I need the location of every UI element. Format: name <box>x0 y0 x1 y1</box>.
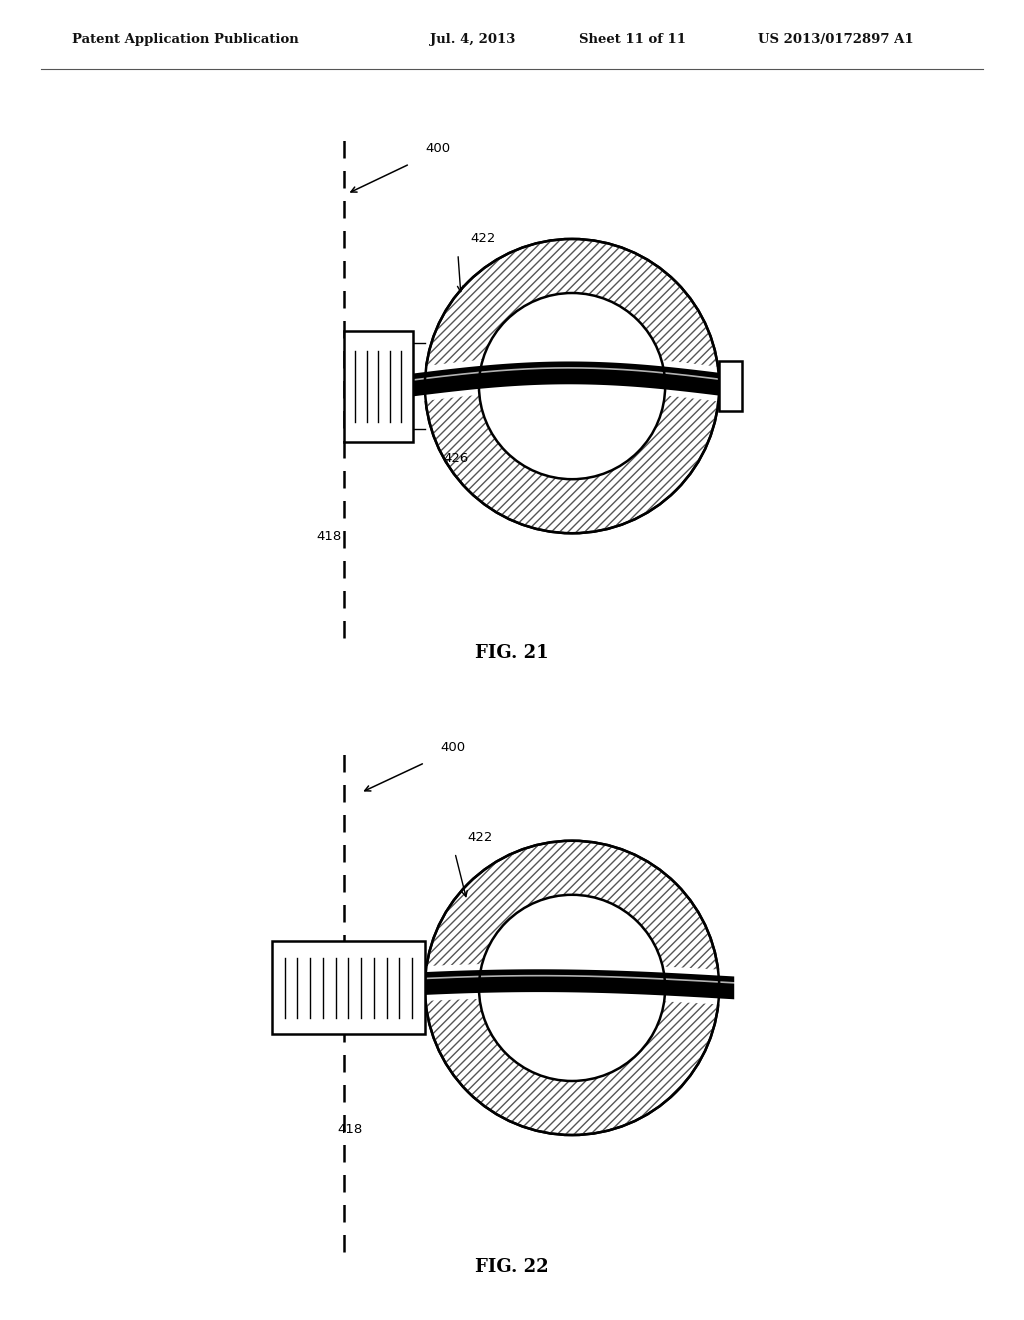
Text: 426: 426 <box>443 451 468 465</box>
Text: Patent Application Publication: Patent Application Publication <box>72 33 298 46</box>
Text: Sheet 11 of 11: Sheet 11 of 11 <box>579 33 685 46</box>
Polygon shape <box>403 355 734 404</box>
Text: 400: 400 <box>425 141 450 154</box>
Text: 418: 418 <box>338 1122 364 1135</box>
Text: 400: 400 <box>440 741 465 754</box>
Circle shape <box>479 293 666 479</box>
Polygon shape <box>344 969 734 999</box>
Text: FIG. 22: FIG. 22 <box>475 1258 549 1276</box>
Bar <box>719 362 742 411</box>
Text: 422: 422 <box>467 830 493 843</box>
Text: Jul. 4, 2013: Jul. 4, 2013 <box>430 33 515 46</box>
Circle shape <box>425 841 719 1135</box>
Bar <box>344 330 413 442</box>
Bar <box>271 941 425 1035</box>
Polygon shape <box>344 964 734 1006</box>
Polygon shape <box>403 362 734 397</box>
Text: FIG. 21: FIG. 21 <box>475 644 549 663</box>
Circle shape <box>425 239 719 533</box>
Text: 418: 418 <box>316 529 342 543</box>
Text: US 2013/0172897 A1: US 2013/0172897 A1 <box>758 33 913 46</box>
Circle shape <box>479 895 666 1081</box>
Text: 422: 422 <box>470 232 496 246</box>
